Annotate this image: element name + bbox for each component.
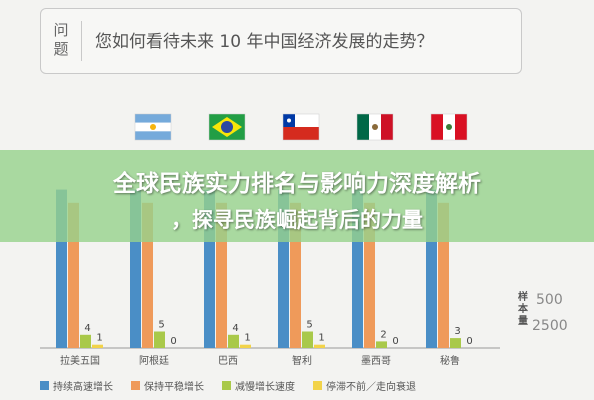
title-banner: 全球民族实力排名与影响力深度解析 ，探寻民族崛起背后的力量 <box>0 150 594 242</box>
peru-flag <box>430 113 468 141</box>
bar-2-1 <box>154 331 165 348</box>
legend-swatch-3 <box>313 380 322 390</box>
x-tick-label-4: 墨西哥 <box>361 355 391 367</box>
bar-0-4 <box>352 189 363 348</box>
legend-label-3: 停滞不前／走向衰退 <box>326 381 416 393</box>
x-tick-label-3: 智利 <box>292 354 312 367</box>
data-label-3-2: 1 <box>244 333 250 344</box>
bar-0-3 <box>278 189 289 348</box>
bar-1-3 <box>290 202 301 348</box>
brazil-flag <box>208 113 246 141</box>
bar-0-5 <box>426 189 437 348</box>
bar-2-3 <box>302 331 313 348</box>
legend-label-2: 减慢增长速度 <box>235 381 295 393</box>
bar-0-2 <box>204 189 215 348</box>
question-divider <box>81 21 82 61</box>
data-label-2-4: 2 <box>380 329 386 340</box>
bar-1-0 <box>68 202 79 348</box>
legend-item-0: 持续高速增长 <box>40 378 113 393</box>
x-tick-label-5: 秘鲁 <box>440 354 460 367</box>
legend-item-2: 减慢增长速度 <box>222 378 295 393</box>
bar-2-2 <box>228 334 239 348</box>
data-label-3-4: 0 <box>392 336 398 347</box>
argentina-flag <box>134 113 172 141</box>
bar-0-1 <box>130 189 141 348</box>
bar-2-5 <box>450 338 461 348</box>
question-label: 问 题 <box>53 21 69 58</box>
sample-size-box: 样本量 500 2500 <box>518 290 588 340</box>
bar-3-2 <box>240 344 251 348</box>
sample-size-china: 2500 <box>532 318 568 334</box>
legend-swatch-1 <box>131 380 140 390</box>
bar-1-4 <box>364 202 375 348</box>
data-label-3-1: 0 <box>170 336 176 347</box>
data-label-2-0: 4 <box>84 323 90 334</box>
bar-3-3 <box>314 344 325 348</box>
question-text: 您如何看待未来 10 年中国经济发展的走势？ <box>95 32 434 52</box>
data-label-3-0: 1 <box>96 333 102 344</box>
mexico-flag <box>356 113 394 141</box>
chile-flag <box>282 113 320 141</box>
legend-label-1: 保持平稳增长 <box>144 381 204 393</box>
x-tick-label-0: 拉美五国 <box>60 354 100 367</box>
legend-swatch-0 <box>40 380 49 390</box>
data-label-2-2: 4 <box>232 323 238 334</box>
legend-item-3: 停滞不前／走向衰退 <box>313 378 416 393</box>
x-tick-label-1: 阿根廷 <box>139 354 169 367</box>
bar-2-0 <box>80 334 91 348</box>
data-label-3-5: 0 <box>466 336 472 347</box>
chart-legend: 持续高速增长 保持平稳增长 减慢增长速度 停滞不前／走向衰退 <box>40 376 416 394</box>
x-tick-label-2: 巴西 <box>218 355 238 367</box>
legend-item-1: 保持平稳增长 <box>131 378 204 393</box>
bar-1-2 <box>216 202 227 348</box>
sample-size-total: 500 <box>536 292 563 308</box>
question-box: 问 题 您如何看待未来 10 年中国经济发展的走势？ <box>40 8 522 74</box>
bar-3-0 <box>92 344 103 348</box>
sample-size-label: 样本量 <box>518 292 528 327</box>
banner-title-line1: 全球民族实力排名与影响力深度解析 <box>113 171 481 197</box>
bar-2-4 <box>376 341 387 348</box>
bar-1-1 <box>142 202 153 348</box>
bar-0-0 <box>56 189 67 348</box>
data-label-3-3: 1 <box>318 333 324 344</box>
banner-title-line2: ，探寻民族崛起背后的力量 <box>171 208 423 232</box>
legend-swatch-2 <box>222 380 231 390</box>
bar-1-5 <box>438 202 449 348</box>
data-label-2-5: 3 <box>454 326 460 337</box>
data-label-2-1: 5 <box>158 320 164 331</box>
data-label-2-3: 5 <box>306 320 312 331</box>
legend-label-0: 持续高速增长 <box>53 381 113 393</box>
